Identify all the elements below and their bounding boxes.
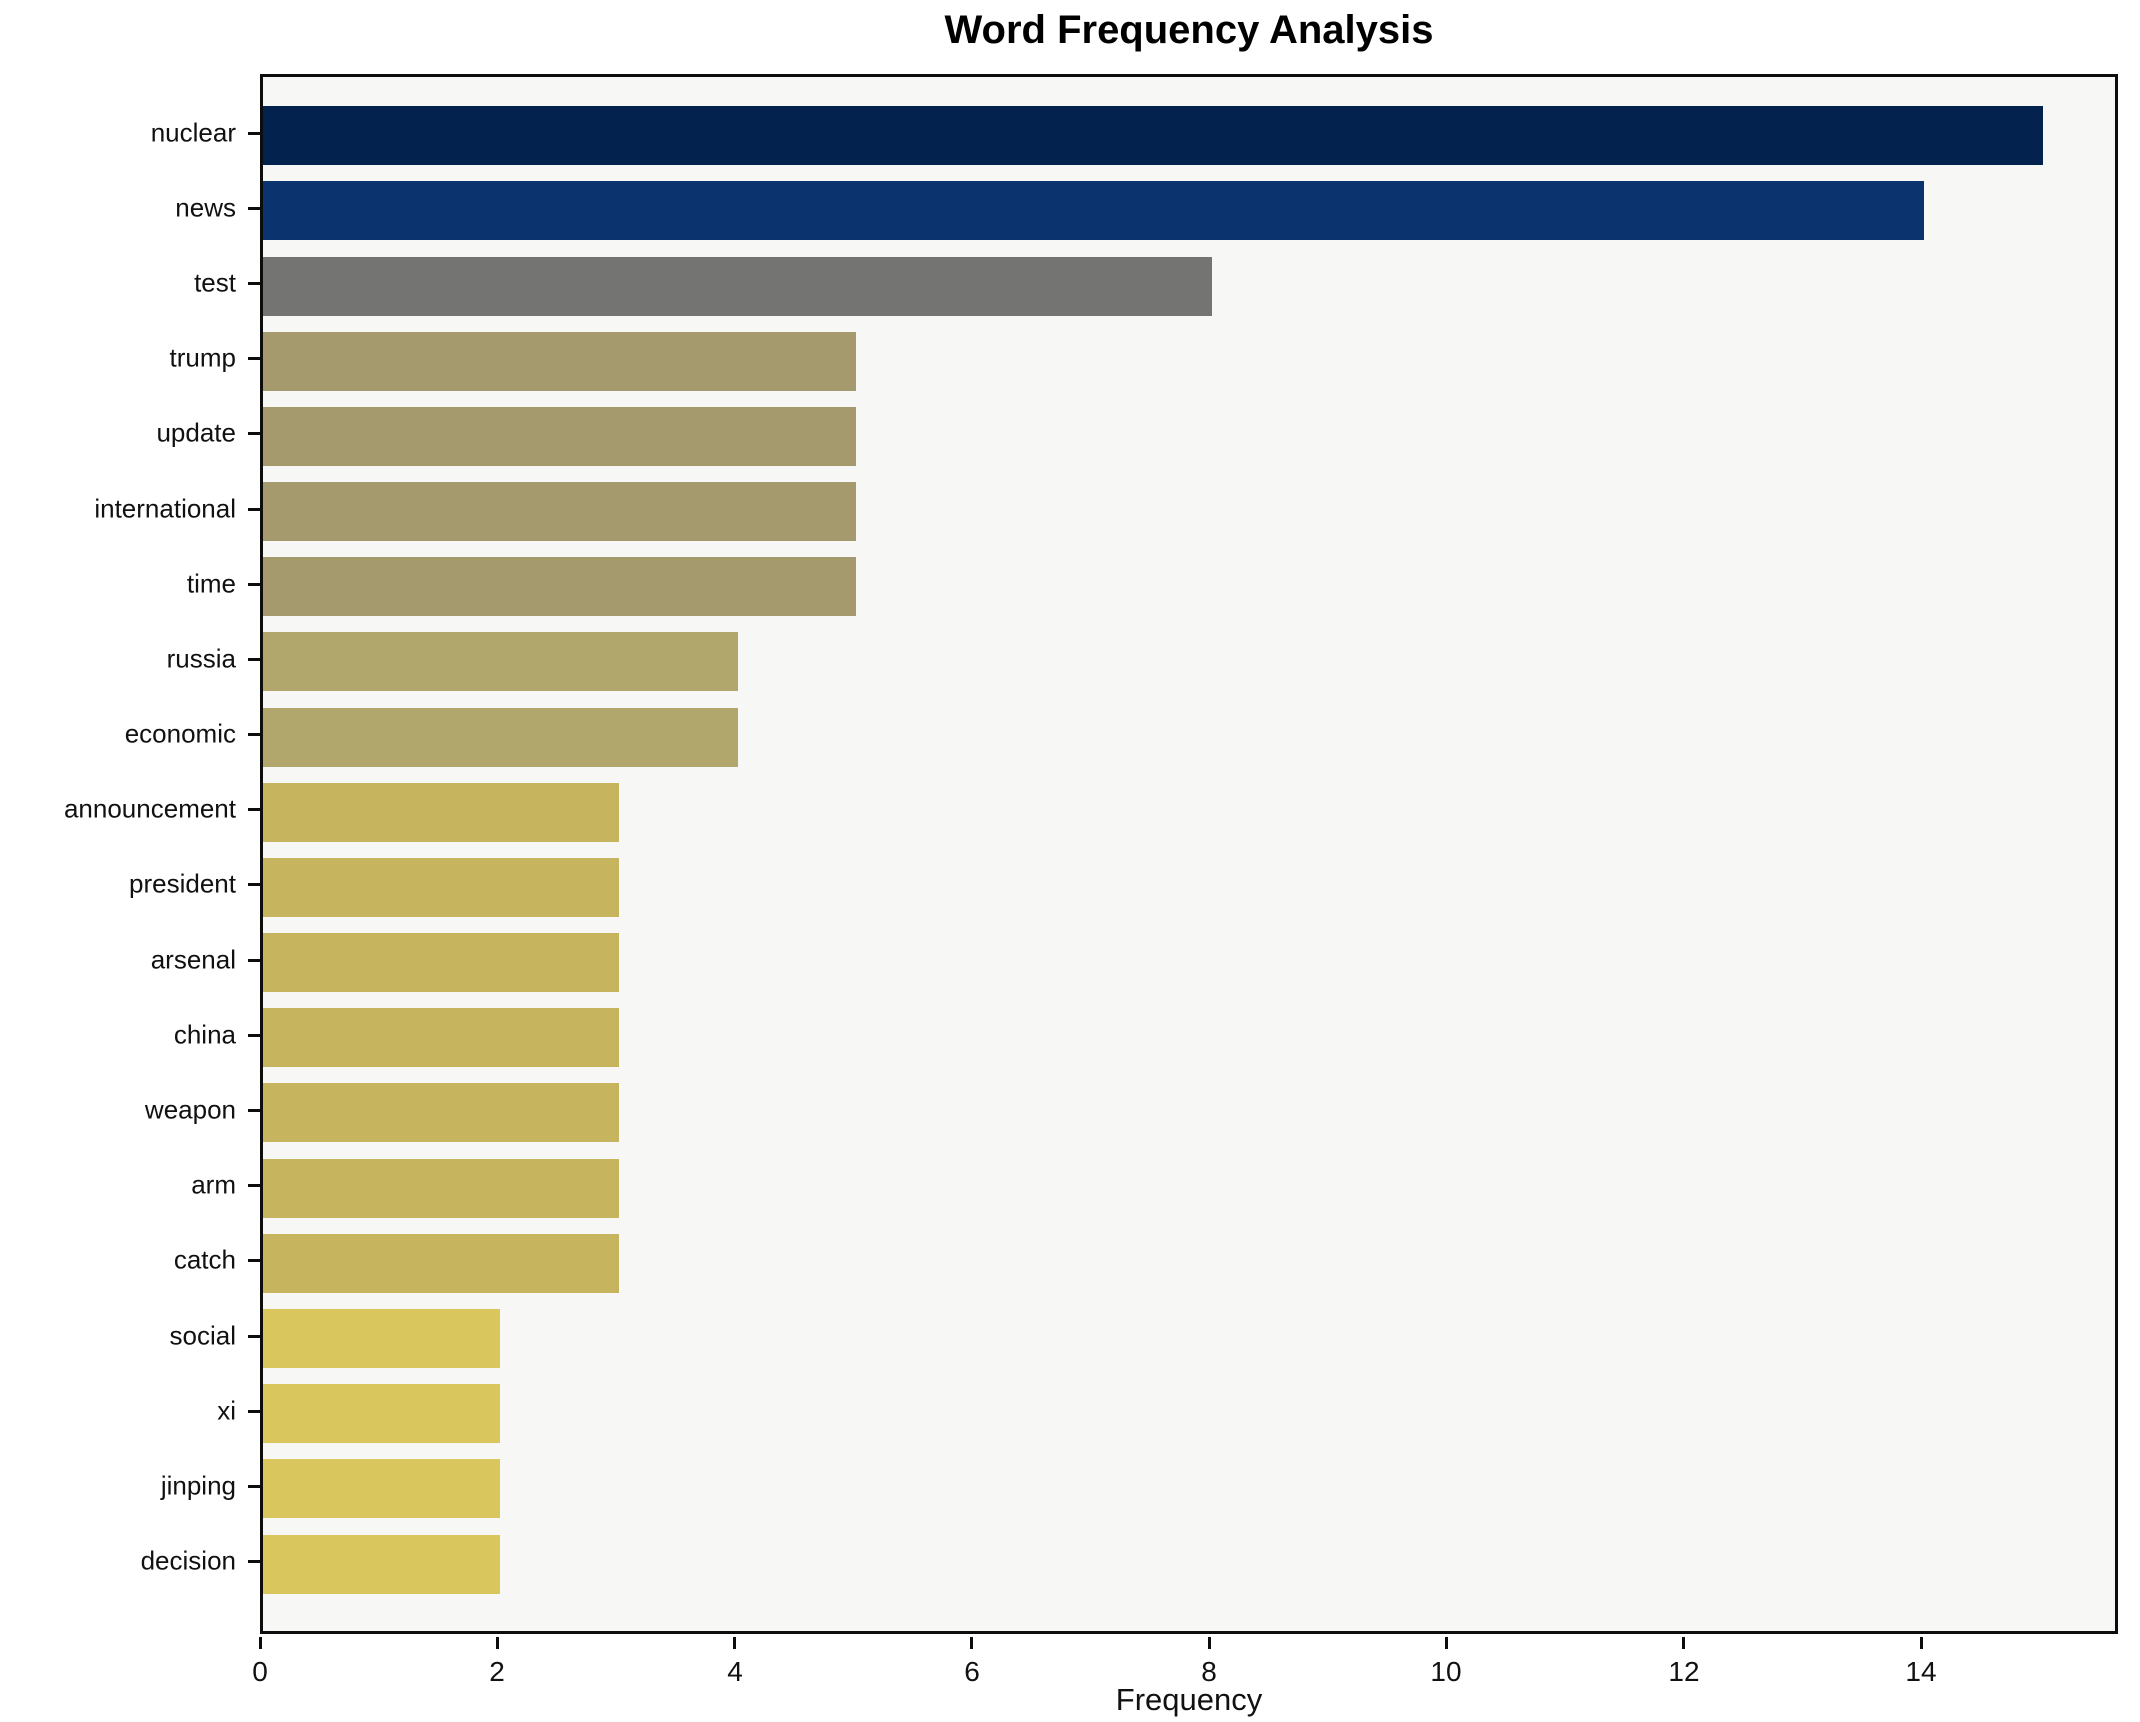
- x-tick-4: [733, 1637, 736, 1649]
- y-tick-decision: [248, 1560, 260, 1563]
- x-tick-6: [970, 1637, 973, 1649]
- bar-china: [263, 1008, 619, 1067]
- x-tick-2: [496, 1637, 499, 1649]
- bar-news: [263, 181, 1924, 240]
- y-tick-label-russia: russia: [166, 643, 236, 674]
- bar-weapon: [263, 1083, 619, 1142]
- plot-area: [260, 74, 2118, 1634]
- y-tick-news: [248, 207, 260, 210]
- y-tick-label-news: news: [175, 192, 236, 223]
- y-tick-label-international: international: [94, 493, 236, 524]
- bar-international: [263, 482, 857, 541]
- x-tick-label-4: 4: [727, 1656, 743, 1687]
- y-tick-announcement: [248, 808, 260, 811]
- x-tick-label-10: 10: [1430, 1656, 1462, 1687]
- y-tick-social: [248, 1335, 260, 1338]
- x-tick-label-6: 6: [964, 1656, 980, 1687]
- x-tick-label-12: 12: [1668, 1656, 1700, 1687]
- bar-arsenal: [263, 933, 619, 992]
- chart-title: Word Frequency Analysis: [944, 8, 1434, 52]
- x-tick-8: [1208, 1637, 1211, 1649]
- y-tick-label-arsenal: arsenal: [150, 944, 236, 975]
- y-tick-label-catch: catch: [173, 1244, 236, 1275]
- x-tick-0: [259, 1637, 262, 1649]
- bar-update: [263, 407, 857, 466]
- y-tick-president: [248, 883, 260, 886]
- bar-jinping: [263, 1459, 501, 1518]
- bar-time: [263, 557, 857, 616]
- y-tick-nuclear: [248, 132, 260, 135]
- bar-announcement: [263, 783, 619, 842]
- y-tick-label-decision: decision: [140, 1545, 236, 1576]
- x-tick-label-2: 2: [489, 1656, 505, 1687]
- bar-arm: [263, 1159, 619, 1218]
- bar-nuclear: [263, 106, 2043, 165]
- x-tick-label-8: 8: [1201, 1656, 1217, 1687]
- y-tick-label-jinping: jinping: [160, 1470, 236, 1501]
- x-tick-12: [1682, 1637, 1685, 1649]
- y-tick-label-announcement: announcement: [63, 793, 236, 824]
- y-tick-label-president: president: [129, 868, 236, 899]
- y-tick-economic: [248, 733, 260, 736]
- y-tick-trump: [248, 357, 260, 360]
- x-tick-14: [1920, 1637, 1923, 1649]
- y-tick-time: [248, 583, 260, 586]
- y-tick-label-nuclear: nuclear: [150, 117, 236, 148]
- y-tick-update: [248, 432, 260, 435]
- bar-xi: [263, 1384, 501, 1443]
- y-tick-arm: [248, 1184, 260, 1187]
- y-tick-label-economic: economic: [124, 718, 236, 749]
- y-tick-label-time: time: [186, 568, 236, 599]
- y-tick-arsenal: [248, 959, 260, 962]
- x-tick-10: [1445, 1637, 1448, 1649]
- y-tick-label-update: update: [156, 417, 236, 448]
- y-tick-catch: [248, 1259, 260, 1262]
- y-tick-label-arm: arm: [191, 1169, 236, 1200]
- y-tick-xi: [248, 1410, 260, 1413]
- y-tick-label-social: social: [169, 1320, 236, 1351]
- y-tick-label-weapon: weapon: [144, 1094, 236, 1125]
- y-tick-label-test: test: [194, 267, 236, 298]
- y-tick-jinping: [248, 1485, 260, 1488]
- y-tick-test: [248, 282, 260, 285]
- bar-president: [263, 858, 619, 917]
- x-tick-label-14: 14: [1905, 1656, 1937, 1687]
- x-axis-label: Frequency: [1115, 1682, 1263, 1717]
- x-tick-label-0: 0: [252, 1656, 268, 1687]
- y-tick-weapon: [248, 1109, 260, 1112]
- y-tick-label-xi: xi: [217, 1395, 236, 1426]
- bar-social: [263, 1309, 501, 1368]
- y-tick-international: [248, 508, 260, 511]
- bar-test: [263, 257, 1213, 316]
- y-tick-russia: [248, 658, 260, 661]
- y-tick-label-china: china: [173, 1019, 236, 1050]
- bar-economic: [263, 708, 738, 767]
- bar-catch: [263, 1234, 619, 1293]
- y-tick-label-trump: trump: [169, 342, 236, 373]
- y-tick-china: [248, 1034, 260, 1037]
- bar-trump: [263, 332, 857, 391]
- bar-russia: [263, 632, 738, 691]
- bar-decision: [263, 1535, 501, 1594]
